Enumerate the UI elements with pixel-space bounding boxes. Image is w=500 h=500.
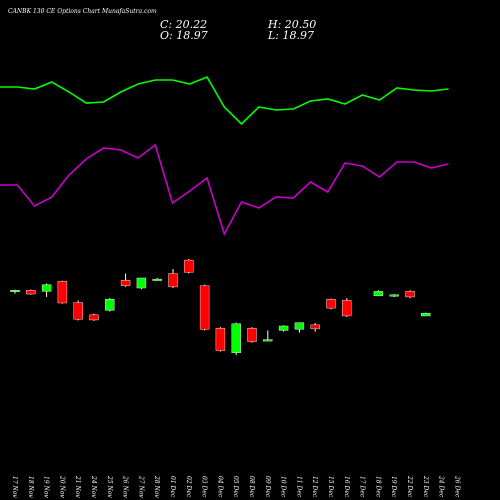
candle [278,325,289,332]
candle [199,284,210,331]
candle [73,300,83,321]
candle-body [215,328,226,351]
candle [294,322,305,333]
candle-body [41,284,52,292]
x-tick-label: 18 Dec [374,476,381,498]
candle [310,323,320,332]
x-tick-label: 05 Dec [232,476,239,498]
x-tick-label: 15 Dec [327,476,334,498]
x-tick-label: 01 Dec [169,476,176,498]
candle-body [294,322,305,330]
indicator-lines [0,75,449,237]
candle [26,289,36,295]
candle-body [405,291,415,298]
x-tick-label: 26 Dec [453,475,460,498]
candle [421,312,431,317]
x-tick-label: 10 Dec [280,476,287,498]
chart-title: CANBK 130 CE Options Chart MunafaSutra.c… [8,8,157,15]
x-tick-label: 26 Nov [122,475,129,498]
candle-body [57,281,68,304]
candle-body [278,325,289,331]
candle-body [199,285,210,330]
candle [231,322,241,355]
x-tick-label: 09 Dec [264,476,271,498]
x-tick-label: 11 Dec [295,476,302,498]
indicator-line-1 [0,75,449,126]
candle-body [373,291,384,297]
candle-body [26,290,36,295]
candle [168,269,178,289]
candle [263,330,273,342]
low-value: L: 18.97 [268,29,314,42]
candle-body [421,313,431,317]
candle [57,280,68,304]
x-tick-label: 24 Dec [438,475,445,498]
candle-body [136,277,147,289]
candle [105,298,115,312]
candle-body [231,323,241,353]
close-value: C: 20.22 [160,18,208,31]
x-axis-labels: 17 Nov 18 Nov 19 Nov 20 Nov 21 Nov 24 Nov 25 N… [11,475,460,498]
x-tick-label: 24 Nov [90,475,97,498]
x-tick-label: 19 Dec [390,476,397,498]
x-tick-label: 27 Nov [137,475,144,498]
candle [215,327,226,352]
candle-body [263,339,273,342]
candle-body [326,298,336,309]
candle-body [184,259,194,273]
candle-body [342,300,352,317]
candle [342,298,352,318]
candle [10,289,20,294]
candle [405,290,415,299]
candle [89,313,99,321]
candle [136,277,147,290]
x-tick-label: 23 Dec [422,475,429,498]
candle [152,277,162,281]
x-tick-label: 18 Nov [27,476,34,498]
x-tick-label: 04 Dec [216,476,223,498]
x-tick-label: 21 Nov [74,475,81,498]
high-value: H: 20.50 [268,18,317,31]
candle [389,294,399,297]
candle [247,327,257,343]
candle-body [310,324,320,330]
candlestick-series [10,259,431,355]
candle [41,283,52,297]
x-tick-label: 12 Dec [311,476,318,498]
candle [326,298,336,310]
candle [184,259,194,274]
candle [373,290,384,297]
candle-body [120,280,131,286]
x-tick-label: 17 Nov [11,476,18,498]
x-tick-label: 28 Nov [153,475,160,498]
candle-body [10,290,20,292]
indicator-line-2 [0,143,449,237]
x-tick-label: 17 Dec [359,476,366,498]
x-tick-label: 02 Dec [185,476,192,498]
x-tick-label: 22 Dec [406,475,413,498]
candle [120,273,131,287]
candle-body [73,302,83,320]
x-tick-label: 25 Nov [106,475,113,498]
candle-body [389,294,399,297]
candle-body [89,314,99,321]
x-tick-label: 03 Dec [201,476,208,498]
candle-body [105,298,115,311]
x-tick-label: 08 Dec [248,476,255,498]
candle-body [247,328,257,342]
x-tick-label: 20 Nov [58,475,65,498]
open-value: O: 18.97 [160,29,208,42]
candle-body [168,273,178,288]
x-tick-label: 16 Dec [343,476,350,498]
x-tick-label: 19 Nov [43,476,50,498]
candle-body [152,278,162,281]
